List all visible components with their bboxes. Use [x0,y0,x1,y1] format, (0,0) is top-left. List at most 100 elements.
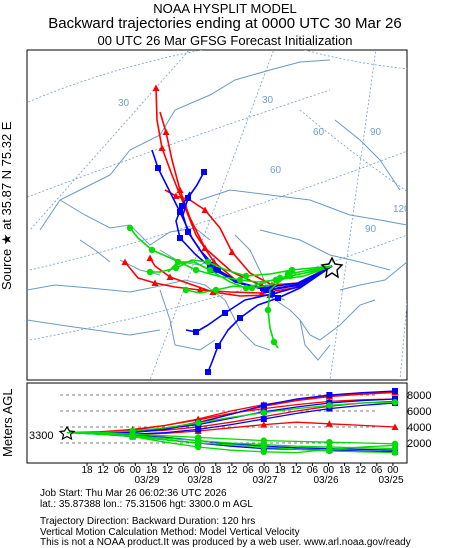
trajectory-marker [174,258,182,266]
trajectory-9 [185,265,333,335]
trajectory-marker [228,248,236,255]
trajectory-line [66,391,396,434]
trajectory-6 [205,265,333,375]
trajectory-line [66,431,396,454]
trajectory-marker [392,388,398,394]
trajectory-marker [195,426,202,433]
trajectory-marker [325,420,333,427]
trajectory-marker [326,439,333,446]
trajectory-direction: Trajectory Direction: Backward Duration:… [40,516,256,527]
trajectory-marker [151,279,159,286]
trajectory-marker [288,266,296,274]
graticule-label: 60 [270,165,282,176]
trajectory-marker [179,203,185,209]
trajectory-marker [269,291,275,297]
time-tick-label: 06 [114,465,126,476]
trajectory-line [66,431,396,445]
date-label: 03/28 [187,475,212,486]
trajectory-marker [215,343,221,349]
trajectory-marker [264,306,272,314]
graticule-label: 30 [118,98,130,109]
trajectory-marker [260,402,267,409]
trajectory-5 [121,258,333,296]
trajectory-marker [260,448,267,455]
trajectory-line [67,401,396,434]
time-tick-label: 00 [194,465,206,476]
trajectory-marker [258,289,266,296]
trajectory-marker [392,396,398,402]
time-tick-label: 18 [81,465,93,476]
trajectory-13 [67,399,399,435]
land-outlines [27,59,407,361]
trajectory-marker [209,288,217,295]
vertical-panel-frame [26,382,408,464]
graticule-label: 120 [393,204,410,215]
trajectory-marker [260,416,267,422]
trajectory-marker [270,338,278,346]
trajectory-marker [391,445,399,452]
graticule-label: 60 [313,127,325,138]
graticule-label: 30 [262,95,274,106]
trajectory-12 [264,265,333,349]
trajectory-marker [391,423,399,430]
trajectory-marker [196,286,204,293]
trajectory-marker [182,286,190,294]
trajectory-line [66,398,396,434]
trajectory-marker [236,276,244,284]
trajectory-marker [148,246,156,254]
trajectory-marker [121,258,129,265]
trajectory-marker [146,254,154,261]
time-tick-label: 06 [242,465,254,476]
time-tick-label: 06 [307,465,319,476]
job-location: lat.: 35.87388 lon.: 75.31506 hgt: 3300.… [40,499,253,510]
trajectory-marker [260,437,267,444]
source-label: Source ★ at 35.87 N 75.32 E [0,121,14,290]
trajectory-marker [391,440,399,447]
date-label: 03/29 [134,475,159,486]
time-tick-label: 12 [98,465,110,476]
trajectory-marker [326,443,333,451]
start-height-label: 3300 [29,430,53,442]
trajectory-marker [286,272,294,280]
trajectory-marker [263,287,269,293]
trajectory-marker [176,186,184,193]
time-tick-label: 06 [178,465,190,476]
trajectory-marker [126,224,134,232]
trajectory-marker [185,229,191,235]
time-tick-label: 00 [259,465,271,476]
trajectory-marker [177,235,183,241]
trajectory-marker [222,310,228,316]
time-tick-label: 18 [146,465,158,476]
trajectory-marker [206,266,214,274]
trajectory-marker [207,262,213,268]
trajectory-marker [185,195,191,201]
height-tick-label: 6000 [407,406,431,418]
trajectory-marker [195,419,202,427]
trajectory-marker [326,405,333,412]
trajectory-marker [201,169,207,175]
trajectory-marker [146,268,154,276]
trajectory-marker [192,266,200,274]
trajectory-marker [212,286,220,294]
vertical-axis-title: Meters AGL [0,388,15,457]
trajectory-15 [66,431,399,447]
time-tick-label: 00 [387,465,399,476]
time-tick-label: 06 [371,465,383,476]
trajectory-marker [201,206,209,213]
disclaimer: This is not a NOAA product.It was produc… [40,537,411,548]
time-tick-label: 12 [162,465,174,476]
date-label: 03/26 [313,475,338,486]
trajectory-marker [211,267,217,273]
time-tick-label: 18 [275,465,287,476]
plot-subtitle: Backward trajectories ending at 0000 UTC… [48,15,402,32]
source-star-icon [320,256,344,279]
trajectory-15 [182,265,333,294]
time-axis: 18 12 06 00 18 12 06 00 18 12 06 00 18 12 06 00 18 12 06 00… [81,463,404,486]
trajectory-layer [121,84,333,375]
trajectory-marker [242,272,250,280]
trajectory-marker [201,244,209,251]
trajectory-marker [162,128,170,135]
trajectory-marker [391,399,399,406]
